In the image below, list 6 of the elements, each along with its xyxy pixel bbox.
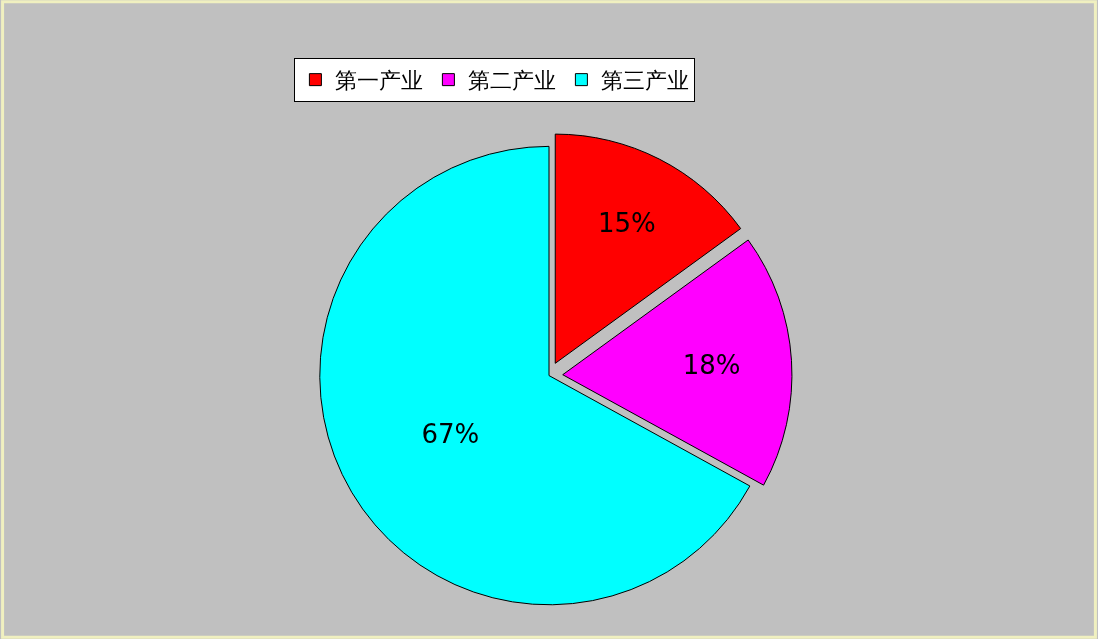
legend-label: 第二产业 [468,68,557,94]
legend-label: 第一产业 [335,68,424,94]
data-label: 67% [421,418,480,449]
data-label: 18% [682,350,741,381]
legend-label: 第三产业 [601,68,690,94]
data-label: 15% [597,207,656,238]
